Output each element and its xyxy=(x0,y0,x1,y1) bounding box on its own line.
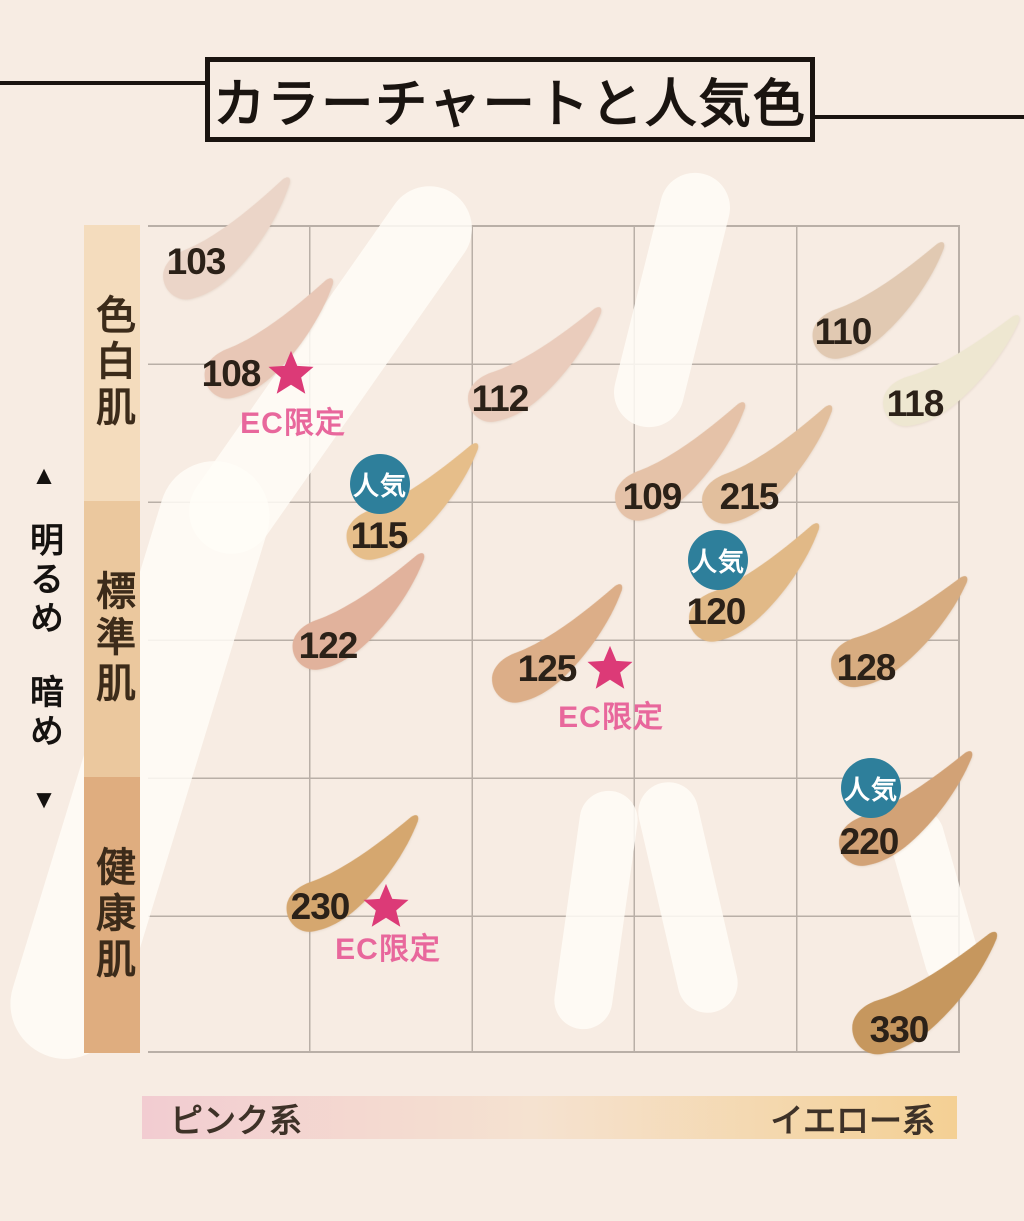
title-decoration-line-right xyxy=(813,115,1024,119)
popular-badge-label: 人気 xyxy=(843,774,898,805)
foundation-smear-icon xyxy=(812,242,945,359)
brightness-axis: ▲ 明るめ 暗め ▼ xyxy=(16,462,72,812)
foundation-smear-icon xyxy=(204,278,334,399)
arrow-down-icon: ▼ xyxy=(31,783,57,814)
popular-badge: 人気 xyxy=(688,530,748,590)
foundation-smear-icon xyxy=(286,815,419,932)
shade-number: 115 xyxy=(350,515,409,556)
popular-badge-label: 人気 xyxy=(690,546,745,577)
shade-number: 220 xyxy=(839,821,900,862)
undertone-pink-label: ピンク系 xyxy=(170,1101,302,1139)
foundation-smear-icon xyxy=(615,402,746,521)
shade-number: 230 xyxy=(290,886,351,927)
skin-band-healthy-label: 健康肌 xyxy=(90,846,134,984)
shade-number: 128 xyxy=(836,647,897,688)
skin-band-standard: 標準肌 xyxy=(84,501,140,777)
foundation-smear-icon xyxy=(851,931,997,1055)
foundation-smear-icon xyxy=(839,751,973,866)
shade-number: 330 xyxy=(869,1009,930,1050)
undertone-axis-bar: ピンク系 イエロー系 xyxy=(142,1096,957,1139)
undertone-yellow-label: イエロー系 xyxy=(770,1101,935,1139)
popular-badge: 人気 xyxy=(350,454,410,514)
shade-number: 112 xyxy=(471,378,530,419)
page-title: カラーチャートと人気色 xyxy=(213,76,807,134)
shade-number: 120 xyxy=(686,591,747,632)
foundation-smear-icon xyxy=(689,523,820,642)
shade-number: 109 xyxy=(622,476,683,517)
foundation-smear-icon xyxy=(346,443,479,560)
shade-number: 122 xyxy=(298,625,359,666)
shade-number: 103 xyxy=(166,241,227,282)
shade-number: 108 xyxy=(201,353,262,394)
foundation-smear-icon xyxy=(468,307,602,422)
popular-badge-label: 人気 xyxy=(352,470,407,501)
bright-label: 明るめ xyxy=(24,522,63,640)
skin-band-healthy: 健康肌 xyxy=(84,777,140,1053)
star-icon xyxy=(268,350,314,394)
popular-badge: 人気 xyxy=(841,758,901,818)
foundation-smear-icon xyxy=(492,584,623,703)
shade-number: 110 xyxy=(814,311,873,352)
foundation-smear-icon xyxy=(292,553,425,670)
shade-number: 118 xyxy=(886,383,945,424)
shade-number: 125 xyxy=(517,648,578,689)
skin-band-fair-label: 色白肌 xyxy=(90,294,134,432)
skin-band-standard-label: 標準肌 xyxy=(90,570,134,708)
ec-limited-label: EC限定 xyxy=(335,933,441,966)
foundation-smear-icon xyxy=(702,405,833,524)
dark-label: 暗め xyxy=(24,673,63,752)
star-icon xyxy=(587,645,633,689)
skin-band-fair: 色白肌 xyxy=(84,225,140,501)
shade-number: 215 xyxy=(719,476,780,517)
title-decoration-line-left xyxy=(0,81,208,85)
page-title-box: カラーチャートと人気色 xyxy=(205,57,815,142)
foundation-smear-icon xyxy=(831,576,968,688)
arrow-up-icon: ▲ xyxy=(31,460,57,490)
ec-limited-label: EC限定 xyxy=(240,407,346,440)
foundation-smear-icon xyxy=(883,315,1020,427)
ec-limited-label: EC限定 xyxy=(558,701,664,734)
foundation-smear-icon xyxy=(163,177,291,300)
star-icon xyxy=(363,883,409,927)
